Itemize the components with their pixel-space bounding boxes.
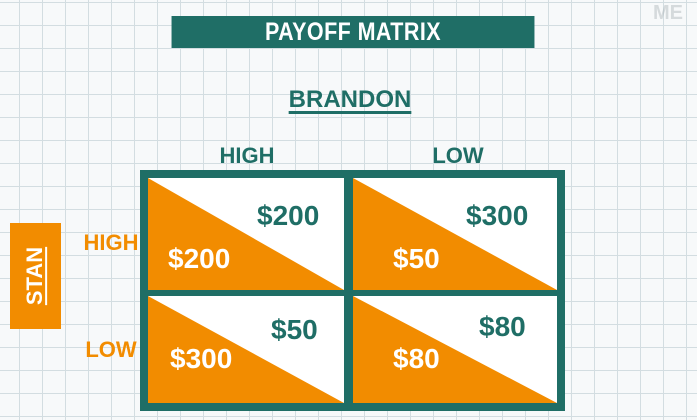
column-payoff: $50	[271, 314, 318, 345]
row-payoff: $300	[170, 343, 233, 374]
column-player-label: BRANDON	[288, 86, 412, 113]
cell-low-high: $50 $300	[148, 296, 344, 403]
row-player-box: STAN	[10, 223, 61, 329]
column-payoff: $300	[466, 200, 529, 231]
cell-triangle	[148, 296, 344, 403]
row-player-label: STAN	[22, 246, 48, 306]
cell-high-low: $300 $50	[353, 178, 557, 290]
row-payoff: $200	[168, 243, 231, 274]
column-label-low: LOW	[432, 143, 484, 168]
payoff-matrix: $200 $200 $300 $50 $50 $300 $80 $80	[140, 170, 565, 411]
cell-triangle	[353, 178, 557, 290]
row-payoff: $50	[393, 243, 440, 274]
cell-triangle	[148, 178, 344, 290]
row-label-low: LOW	[85, 337, 137, 362]
column-payoff: $200	[257, 200, 320, 231]
cell-low-low: $80 $80	[353, 296, 557, 403]
column-label-high: HIGH	[219, 143, 275, 168]
title-banner: PAYOFF MATRIX	[171, 16, 535, 48]
column-payoff: $80	[479, 311, 526, 342]
row-payoff: $80	[393, 343, 440, 374]
watermark-logo: ME	[653, 2, 683, 24]
cell-triangle	[353, 296, 557, 403]
cell-high-high: $200 $200	[148, 178, 344, 290]
row-label-high: HIGH	[83, 230, 139, 255]
